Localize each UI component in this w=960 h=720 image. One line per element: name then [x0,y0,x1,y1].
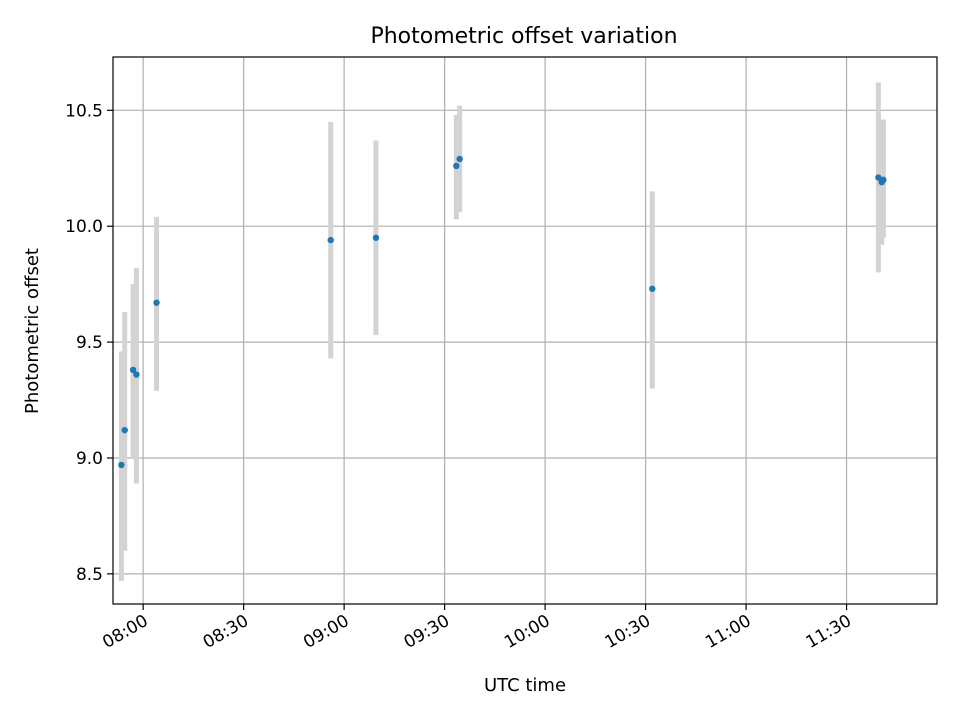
x-tick-label: 11:00 [702,611,754,653]
x-axis-ticks: 08:00 08:30 09:00 09:30 10:00 10:30 11:00 11:30 [99,604,855,653]
data-points [118,155,887,469]
x-tick-label: 11:30 [803,611,855,653]
data-point [875,174,882,181]
y-tick-label: 10.5 [65,101,103,121]
data-point [372,234,380,241]
plot-frame [112,56,938,605]
data-point [880,176,887,184]
error-bars [118,82,886,581]
data-point [118,461,125,469]
x-tick-label: 08:30 [200,611,252,653]
y-tick-label: 8.5 [76,565,103,585]
grid [113,57,937,604]
x-tick-label: 09:30 [401,611,453,653]
data-point [453,162,460,170]
x-tick-label: 10:00 [501,611,553,653]
y-tick-label: 9.0 [76,449,103,469]
data-point [121,426,128,434]
data-point [129,366,137,374]
y-tick-label: 10.0 [65,217,103,237]
data-point [456,155,463,163]
x-tick-label: 10:30 [602,611,654,653]
x-axis-label: UTC time [484,675,566,696]
chart-title: Photometric offset variation [370,24,677,49]
y-axis-label: Photometric offset [22,248,43,414]
y-axis-ticks: 8.5 9.0 9.5 10.0 10.5 [65,101,113,585]
data-point [133,371,140,378]
data-point [153,299,160,306]
data-point [649,285,656,292]
y-tick-label: 9.5 [76,333,103,353]
x-tick-label: 09:00 [300,611,352,653]
x-tick-label: 08:00 [99,611,151,653]
data-point [327,236,334,244]
